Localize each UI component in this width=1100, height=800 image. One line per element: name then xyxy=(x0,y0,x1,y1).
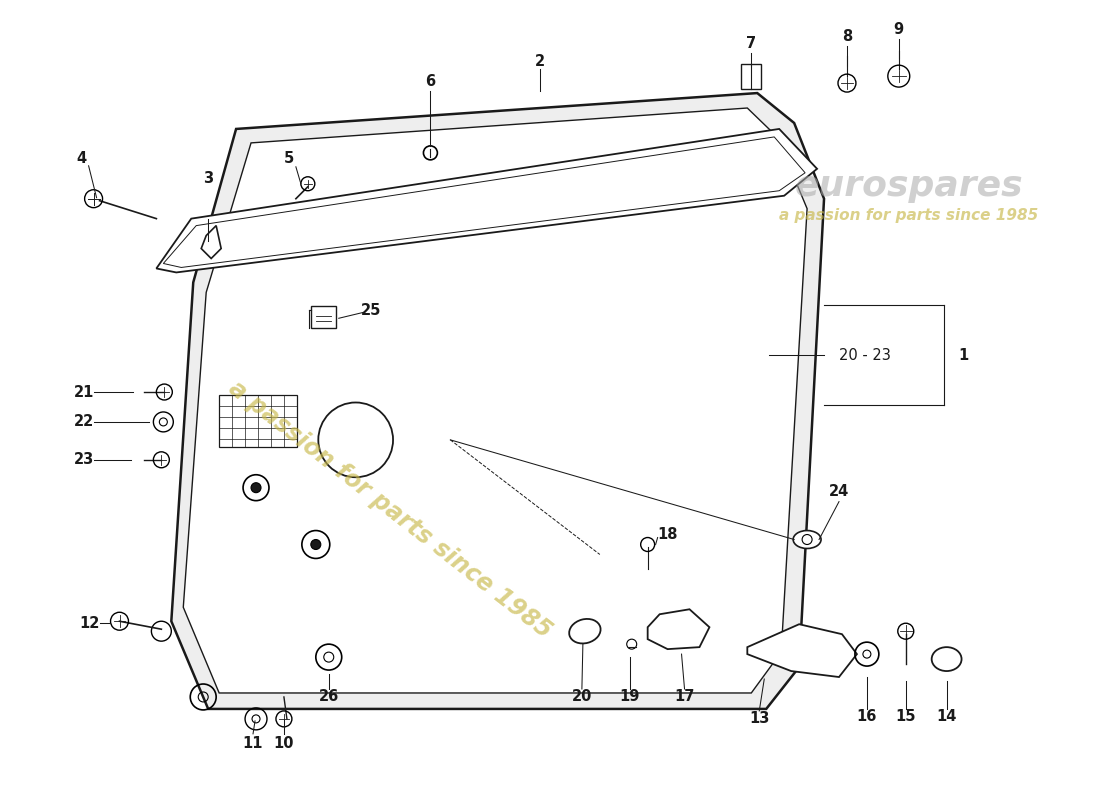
Ellipse shape xyxy=(569,619,601,643)
Text: a passion for parts since 1985: a passion for parts since 1985 xyxy=(224,376,557,643)
Text: a passion for parts since 1985: a passion for parts since 1985 xyxy=(779,208,1038,223)
Text: 3: 3 xyxy=(204,171,213,186)
Polygon shape xyxy=(172,93,824,709)
Bar xyxy=(219,395,297,447)
Text: 14: 14 xyxy=(936,710,957,724)
Text: 10: 10 xyxy=(274,736,294,751)
Ellipse shape xyxy=(793,530,821,549)
Text: eurospares: eurospares xyxy=(794,169,1023,202)
Text: 15: 15 xyxy=(895,710,916,724)
Text: 23: 23 xyxy=(74,452,94,467)
Text: 25: 25 xyxy=(361,303,381,318)
Text: 26: 26 xyxy=(319,690,339,705)
Polygon shape xyxy=(201,226,221,258)
Text: 19: 19 xyxy=(619,690,640,705)
Text: 4: 4 xyxy=(77,151,87,166)
Circle shape xyxy=(251,482,261,493)
Polygon shape xyxy=(163,137,805,267)
Polygon shape xyxy=(156,129,817,273)
Text: 13: 13 xyxy=(749,711,770,726)
Text: 24: 24 xyxy=(829,484,849,499)
Polygon shape xyxy=(648,610,710,649)
Ellipse shape xyxy=(318,402,393,478)
Circle shape xyxy=(311,539,321,550)
Polygon shape xyxy=(184,108,807,693)
Text: 6: 6 xyxy=(426,74,436,89)
Text: 20: 20 xyxy=(572,690,592,705)
Text: 11: 11 xyxy=(243,736,263,751)
Bar xyxy=(741,64,761,89)
Text: 1: 1 xyxy=(958,348,969,362)
Text: 17: 17 xyxy=(674,690,695,705)
Text: 18: 18 xyxy=(658,527,678,542)
Text: 16: 16 xyxy=(857,710,877,724)
Bar xyxy=(311,306,336,328)
Text: 7: 7 xyxy=(746,36,757,50)
Text: 5: 5 xyxy=(284,151,294,166)
Text: 21: 21 xyxy=(74,385,94,399)
Text: 8: 8 xyxy=(842,29,852,44)
Polygon shape xyxy=(747,624,857,677)
Text: 9: 9 xyxy=(893,22,904,37)
Text: 22: 22 xyxy=(74,414,94,430)
Text: 12: 12 xyxy=(79,616,100,630)
Text: 2: 2 xyxy=(535,54,546,69)
Ellipse shape xyxy=(932,647,961,671)
Text: 20 - 23: 20 - 23 xyxy=(839,348,891,362)
